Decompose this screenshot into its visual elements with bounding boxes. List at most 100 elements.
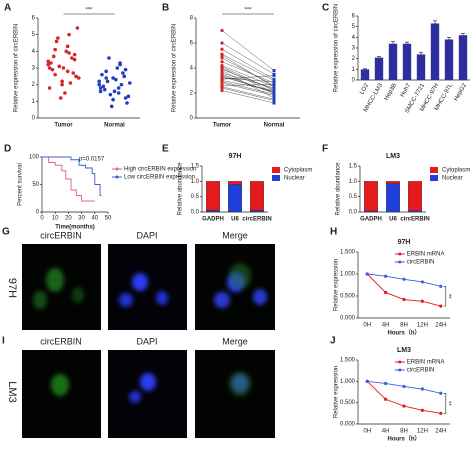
y-tick-label: 1.5 bbox=[191, 164, 200, 170]
data-point bbox=[402, 404, 406, 408]
legend-label: ERBIN mRNA bbox=[407, 252, 445, 258]
x-axis-label: Time(months) bbox=[55, 225, 95, 231]
data-point bbox=[116, 91, 121, 95]
data-point bbox=[402, 297, 406, 302]
x-tick-label: 4H bbox=[382, 323, 390, 329]
y-tick-label: 50 bbox=[32, 182, 39, 188]
data-point bbox=[47, 86, 52, 90]
data-point bbox=[272, 82, 276, 86]
data-point bbox=[65, 44, 70, 49]
y-tick-label: 1.5 bbox=[349, 164, 358, 170]
data-point bbox=[272, 101, 276, 105]
data-point bbox=[123, 96, 128, 100]
y-tick-label: 100 bbox=[29, 155, 40, 161]
pair-line bbox=[221, 54, 275, 81]
pair-line bbox=[221, 75, 275, 94]
data-point bbox=[107, 56, 111, 60]
panel-letter: C bbox=[322, 3, 329, 14]
x-tick-label: Huh7 bbox=[400, 82, 413, 98]
y-axis-label: Percent survival bbox=[18, 163, 24, 206]
data-point bbox=[111, 97, 115, 102]
significance-bracket bbox=[443, 286, 447, 307]
data-point bbox=[220, 56, 224, 60]
legend-label: Nuclear bbox=[442, 176, 463, 182]
data-point bbox=[220, 41, 224, 45]
data-point bbox=[98, 86, 103, 90]
x-tick-label: 24H bbox=[435, 429, 446, 435]
x-tick-label: circERBIN bbox=[400, 217, 429, 223]
data-point bbox=[61, 66, 66, 70]
chart-title: 97H bbox=[398, 239, 411, 246]
y-tick-label: 4 bbox=[190, 66, 194, 72]
y-tick-label: 2 bbox=[190, 91, 194, 97]
bar-segment bbox=[250, 210, 264, 213]
bar bbox=[430, 23, 440, 80]
data-point bbox=[272, 85, 276, 89]
bar bbox=[444, 39, 454, 80]
panel-letter: J bbox=[330, 336, 336, 347]
panel-letter: F bbox=[322, 144, 328, 155]
annotation: ** bbox=[445, 294, 451, 299]
survival-curve bbox=[42, 156, 102, 196]
image-panel: I LM3 circERBIN DAPI Merge bbox=[2, 336, 275, 438]
pair-line bbox=[221, 57, 275, 86]
chart-title: LM3 bbox=[386, 153, 400, 160]
column-title: circERBIN bbox=[40, 230, 82, 240]
y-tick-label: 8 bbox=[190, 16, 194, 22]
data-point bbox=[75, 26, 80, 30]
pair-line bbox=[221, 42, 275, 75]
data-point bbox=[220, 83, 224, 88]
data-point bbox=[51, 54, 56, 59]
column-title: DAPI bbox=[136, 230, 157, 240]
legend-swatch bbox=[398, 368, 402, 372]
y-tick-label: 0 bbox=[352, 78, 356, 84]
data-point bbox=[220, 73, 224, 78]
x-tick-label: Normal bbox=[104, 123, 125, 129]
x-axis-label: Hours（h） bbox=[387, 329, 420, 337]
data-point bbox=[74, 74, 78, 79]
y-tick-label: 0.500 bbox=[340, 294, 356, 300]
data-point bbox=[64, 49, 69, 54]
annotation: *** bbox=[244, 8, 252, 14]
bar-segment bbox=[386, 183, 400, 213]
x-tick-label: Hep3B bbox=[384, 83, 398, 102]
data-point bbox=[402, 384, 406, 389]
data-point bbox=[54, 39, 59, 44]
x-tick-label: 40 bbox=[91, 216, 98, 222]
annotation: p=0.0157 bbox=[79, 157, 105, 163]
data-point bbox=[220, 53, 224, 58]
pair-line bbox=[221, 87, 275, 101]
x-tick-label: Tumor bbox=[213, 123, 232, 129]
data-point bbox=[60, 79, 64, 84]
legend-label: Low circERBIN expression bbox=[124, 175, 195, 181]
pair-line bbox=[221, 86, 275, 100]
y-tick-label: 6 bbox=[32, 16, 36, 22]
legend-swatch bbox=[272, 167, 280, 173]
y-tick-label: 2 bbox=[352, 56, 356, 62]
panel-letter: A bbox=[4, 3, 11, 14]
legend-label: circERBIN bbox=[407, 260, 435, 266]
data-point bbox=[58, 96, 63, 100]
bar-segment bbox=[228, 181, 242, 185]
legend-swatch bbox=[398, 260, 402, 264]
bar bbox=[416, 54, 426, 80]
data-point bbox=[104, 76, 108, 80]
data-point bbox=[49, 61, 53, 65]
bar-segment bbox=[408, 181, 422, 211]
y-tick-label: 4 bbox=[32, 49, 36, 55]
pair-line bbox=[221, 84, 275, 86]
data-point bbox=[121, 71, 125, 75]
legend-label: ERBIN mRNA bbox=[407, 360, 445, 366]
y-axis-label: Relative expression bbox=[334, 259, 340, 311]
data-point bbox=[77, 76, 81, 80]
panel-letter: G bbox=[2, 227, 10, 238]
y-axis-label: Relative expression of circERBIN bbox=[172, 24, 178, 112]
x-tick-label: GADPH bbox=[360, 217, 382, 223]
x-tick-label: 50 bbox=[105, 216, 112, 222]
data-point bbox=[272, 74, 276, 77]
pair-line bbox=[221, 90, 275, 104]
data-point bbox=[439, 411, 443, 415]
x-tick-label: 0H bbox=[363, 323, 371, 329]
data-point bbox=[220, 68, 224, 73]
data-point bbox=[53, 47, 57, 52]
